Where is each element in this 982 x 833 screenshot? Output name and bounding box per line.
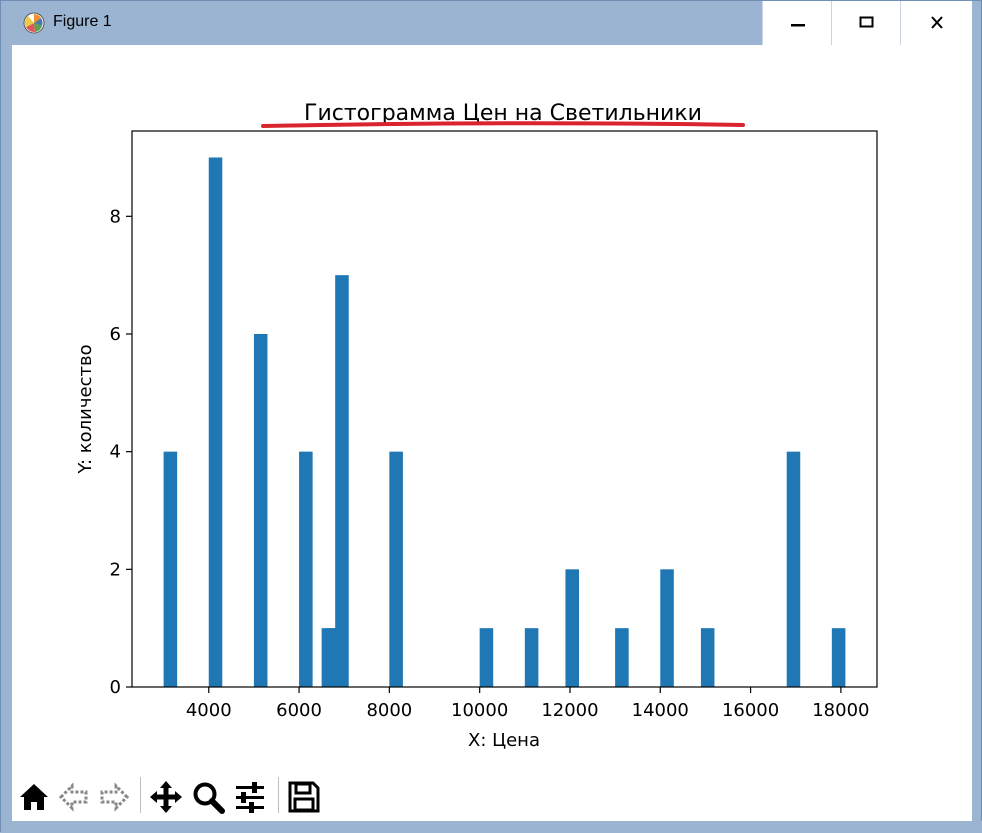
- histogram-bar: [615, 628, 629, 687]
- histogram-bar: [389, 451, 403, 687]
- configure-subplots-icon: [236, 782, 264, 813]
- window-bottom-border: [1, 821, 982, 833]
- figure-canvas: Гистограмма Цен на Светильники 4000 6000 8…: [12, 45, 972, 821]
- zoom-button[interactable]: [190, 779, 226, 815]
- y-tick-label: 8: [110, 206, 121, 227]
- x-axis-label: X: Цена: [468, 730, 540, 751]
- histogram-bar: [660, 569, 674, 687]
- save-floppy-icon: [288, 781, 320, 813]
- save-button[interactable]: [286, 779, 322, 815]
- histogram-bar: [253, 333, 268, 687]
- histogram-chart: Гистограмма Цен на Светильники 4000 6000 8…: [75, 101, 878, 751]
- x-tick-label: 10000: [451, 700, 508, 721]
- title-underline-annotation: [261, 121, 745, 128]
- toolbar-separator: [140, 777, 141, 813]
- minimize-button[interactable]: [762, 1, 831, 45]
- back-arrow-icon: [58, 782, 88, 812]
- home-icon: [20, 784, 48, 810]
- x-tick-label: 14000: [632, 700, 689, 721]
- histogram-bar: [786, 451, 801, 687]
- pan-button[interactable]: [148, 779, 184, 815]
- histogram-bar: [700, 628, 715, 687]
- configure-subplots-button[interactable]: [232, 779, 268, 815]
- histogram-bar: [565, 569, 579, 687]
- title-bar[interactable]: Figure 1: [1, 1, 981, 45]
- histogram-bar: [208, 157, 223, 687]
- histogram-bar: [479, 628, 494, 687]
- y-tick-label: 2: [110, 559, 121, 580]
- x-tick-label: 6000: [276, 700, 322, 721]
- close-icon: [931, 16, 943, 29]
- y-tick-label: 0: [110, 677, 121, 698]
- x-tick-label: 4000: [186, 700, 232, 721]
- close-button[interactable]: [900, 1, 972, 45]
- y-tick-label: 6: [110, 324, 121, 345]
- home-button[interactable]: [16, 779, 52, 815]
- maximize-button[interactable]: [831, 1, 900, 45]
- y-axis-label: Y: количество: [75, 344, 96, 474]
- axes-frame: [131, 130, 878, 688]
- histogram-bar: [299, 451, 313, 687]
- histogram-bar: [163, 451, 178, 687]
- window-title: Figure 1: [53, 13, 112, 30]
- x-tick-label: 16000: [722, 700, 779, 721]
- forward-arrow-icon: [100, 782, 130, 812]
- maximize-icon: [859, 16, 874, 28]
- minimize-icon: [791, 24, 805, 27]
- zoom-magnifier-icon: [193, 782, 225, 814]
- back-button[interactable]: [56, 779, 92, 815]
- toolbar-separator: [278, 777, 279, 813]
- pan-move-icon: [150, 781, 182, 813]
- x-tick-label: 12000: [541, 700, 598, 721]
- forward-button[interactable]: [96, 779, 132, 815]
- y-tick-label: 4: [110, 442, 121, 463]
- matplotlib-logo-icon: [23, 12, 45, 34]
- histogram-bar: [335, 275, 349, 687]
- x-tick-label: 8000: [366, 700, 412, 721]
- histogram-bar: [831, 628, 846, 687]
- histogram-bar: [524, 628, 539, 687]
- navigation-toolbar: [12, 773, 972, 821]
- x-tick-label: 18000: [812, 700, 869, 721]
